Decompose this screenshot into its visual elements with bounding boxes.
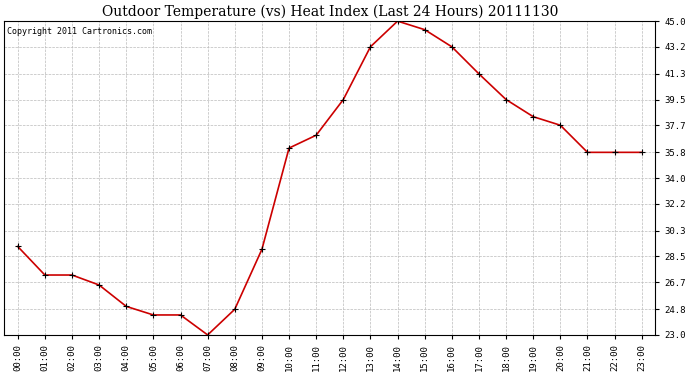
Title: Outdoor Temperature (vs) Heat Index (Last 24 Hours) 20111130: Outdoor Temperature (vs) Heat Index (Las…	[101, 4, 558, 18]
Text: Copyright 2011 Cartronics.com: Copyright 2011 Cartronics.com	[8, 27, 152, 36]
